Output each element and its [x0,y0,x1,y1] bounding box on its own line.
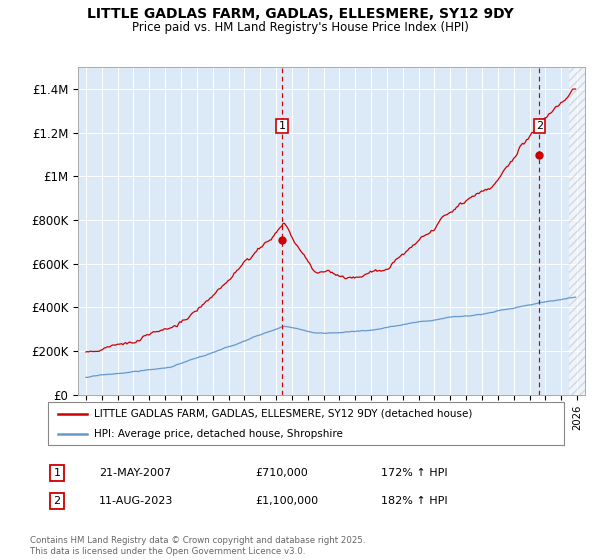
Text: 172% ↑ HPI: 172% ↑ HPI [381,468,448,478]
Text: 21-MAY-2007: 21-MAY-2007 [99,468,171,478]
Text: 2: 2 [536,121,543,131]
Text: Contains HM Land Registry data © Crown copyright and database right 2025.
This d: Contains HM Land Registry data © Crown c… [30,536,365,556]
Text: 11-AUG-2023: 11-AUG-2023 [99,496,173,506]
Bar [569,67,585,395]
Text: LITTLE GADLAS FARM, GADLAS, ELLESMERE, SY12 9DY (detached house): LITTLE GADLAS FARM, GADLAS, ELLESMERE, S… [94,409,473,419]
Text: 1: 1 [53,468,61,478]
Text: £1,100,000: £1,100,000 [255,496,318,506]
Text: £710,000: £710,000 [255,468,308,478]
Text: HPI: Average price, detached house, Shropshire: HPI: Average price, detached house, Shro… [94,429,343,439]
Text: Price paid vs. HM Land Registry's House Price Index (HPI): Price paid vs. HM Land Registry's House … [131,21,469,34]
Text: 2: 2 [53,496,61,506]
FancyBboxPatch shape [48,402,564,445]
Text: 1: 1 [278,121,286,131]
Text: 182% ↑ HPI: 182% ↑ HPI [381,496,448,506]
Text: LITTLE GADLAS FARM, GADLAS, ELLESMERE, SY12 9DY: LITTLE GADLAS FARM, GADLAS, ELLESMERE, S… [86,7,514,21]
